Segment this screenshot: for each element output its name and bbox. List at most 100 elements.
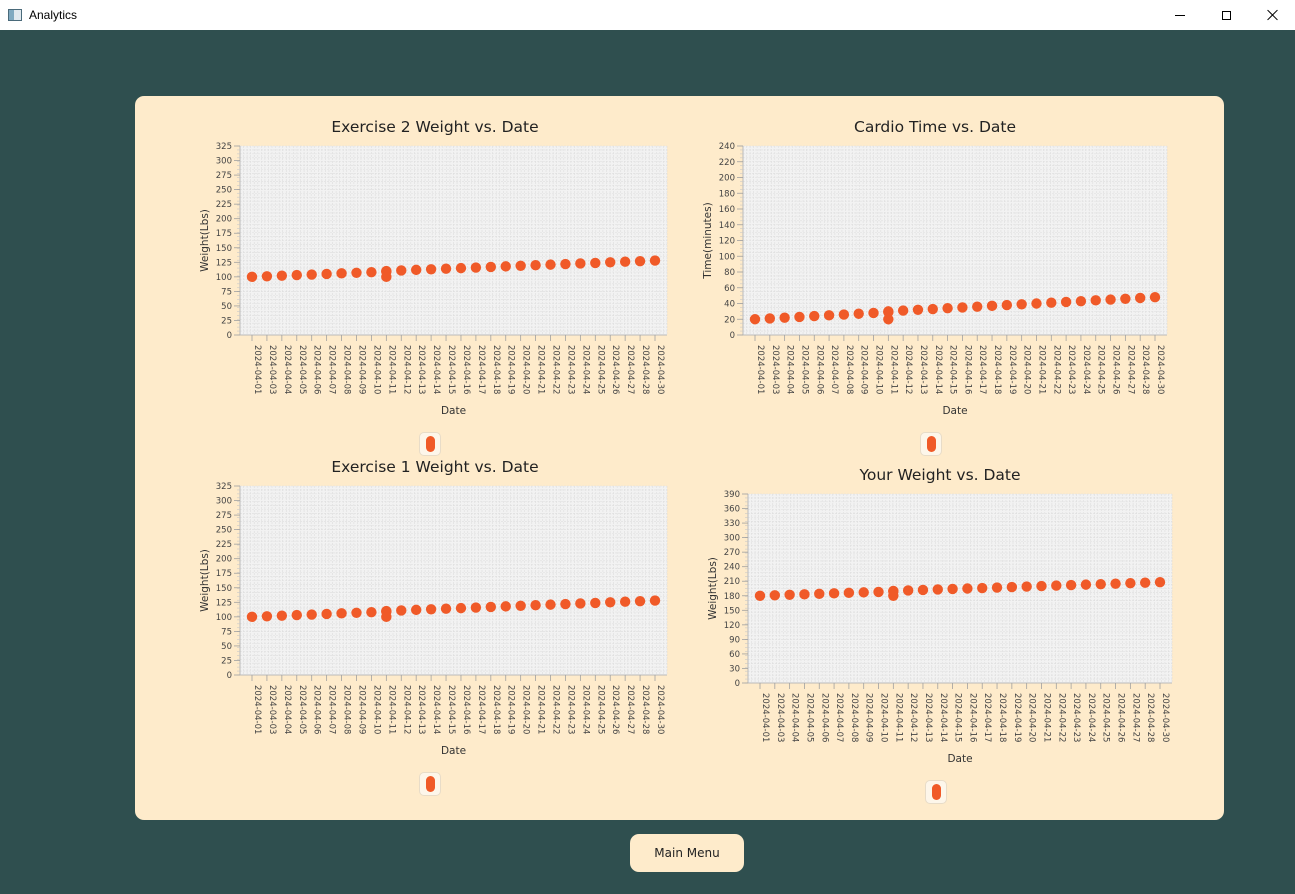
gridlines <box>747 493 1173 684</box>
data-point <box>515 260 526 271</box>
y-tick-label: 240 <box>724 563 740 573</box>
x-tick-label: 2024-04-16 <box>461 685 471 734</box>
x-tick-label: 2024-04-22 <box>551 685 561 734</box>
x-tick-label: 2024-04-25 <box>595 345 605 394</box>
x-tick-label: 2024-04-10 <box>879 693 889 742</box>
data-point <box>575 598 586 609</box>
data-point <box>1154 577 1166 588</box>
y-tick-label: 360 <box>724 505 740 515</box>
x-tick-label: 2024-04-04 <box>282 685 292 734</box>
y-tick-label: 300 <box>724 534 740 544</box>
x-tick-label: 2024-04-09 <box>859 345 869 394</box>
y-tick-label: 50 <box>221 642 232 652</box>
minimize-button[interactable] <box>1157 0 1203 30</box>
data-point <box>291 609 302 621</box>
data-point <box>1120 293 1131 304</box>
data-point <box>888 590 899 601</box>
data-point <box>977 582 988 594</box>
x-tick-label: 2024-04-06 <box>819 693 829 742</box>
x-tick-label: 2024-04-01 <box>252 685 262 734</box>
data-point <box>1095 578 1106 590</box>
x-tick-label: 2024-04-15 <box>948 345 958 394</box>
title-bar: Analytics <box>0 0 1295 30</box>
close-button[interactable] <box>1249 0 1295 30</box>
y-tick-label: 120 <box>724 621 740 631</box>
y-tick-label: 220 <box>719 158 735 168</box>
y-axis-label: Weight(Lbs) <box>199 549 211 612</box>
main-menu-button[interactable]: Main Menu <box>630 834 744 872</box>
data-point <box>605 597 616 608</box>
data-point <box>897 305 909 316</box>
gridlines <box>239 145 668 336</box>
x-tick-label: 2024-04-03 <box>267 345 277 394</box>
y-tick-label: 0 <box>730 331 735 341</box>
x-tick-label: 2024-04-15 <box>953 693 963 742</box>
x-tick-label: 2024-04-08 <box>342 685 352 734</box>
x-tick-label: 2024-04-11 <box>888 345 898 394</box>
x-tick-label: 2024-04-21 <box>536 345 546 394</box>
x-tick-label: 2024-04-05 <box>297 685 307 734</box>
data-point <box>912 304 924 315</box>
x-tick-label: 2024-04-15 <box>446 685 456 734</box>
x-tick-label: 2024-04-21 <box>1041 693 1051 742</box>
data-point <box>321 268 332 280</box>
data-point <box>545 259 556 270</box>
x-tick-label: 2024-04-22 <box>1051 345 1061 394</box>
legend-item[interactable] <box>419 432 441 456</box>
x-tick-label: 2024-04-20 <box>521 685 531 734</box>
data-point <box>545 599 556 610</box>
y-tick-label: 175 <box>216 569 232 579</box>
x-tick-label: 2024-04-25 <box>1101 693 1111 742</box>
x-tick-label: 2024-04-27 <box>625 345 635 394</box>
x-tick-label: 2024-04-08 <box>849 693 859 742</box>
y-tick-label: 150 <box>724 606 740 616</box>
data-point <box>883 314 894 325</box>
data-point <box>947 583 958 595</box>
x-tick-label: 2024-04-04 <box>282 345 292 394</box>
y-tick-label: 180 <box>719 189 735 199</box>
x-tick-label: 2024-04-30 <box>1155 345 1165 394</box>
close-icon <box>1266 9 1278 21</box>
x-tick-label: 2024-04-23 <box>1066 345 1076 394</box>
chart-title: Your Weight vs. Date <box>859 466 1021 484</box>
exercise-1-weight-chart: Exercise 1 Weight vs. Date 0 25 50 75 100 125… <box>195 454 675 804</box>
maximize-button[interactable] <box>1203 0 1249 30</box>
data-point <box>246 611 258 623</box>
x-axis-label: Date <box>441 745 466 757</box>
data-point <box>336 268 347 279</box>
x-tick-label: 2024-04-12 <box>401 685 411 734</box>
data-point <box>902 585 914 596</box>
maximize-icon <box>1221 10 1231 20</box>
y-tick-label: 180 <box>724 592 740 602</box>
data-point <box>883 306 894 317</box>
data-point <box>306 269 317 280</box>
legend-item[interactable] <box>925 780 947 804</box>
data-point <box>634 595 646 607</box>
y-tick-label: 60 <box>724 284 735 294</box>
data-point <box>784 589 795 600</box>
legend-item[interactable] <box>419 772 441 796</box>
chart-plot: 0 25 50 75 100 125 150 175 200 225 250 275 300 325 202… <box>199 482 668 757</box>
data-point <box>1075 295 1087 307</box>
y-tick-label: 275 <box>216 511 232 521</box>
data-point <box>1051 580 1062 591</box>
x-tick-label: 2024-04-18 <box>997 693 1007 742</box>
y-tick-label: 200 <box>216 555 232 565</box>
legend-item[interactable] <box>920 432 942 456</box>
data-point <box>336 608 347 619</box>
data-point <box>500 261 511 272</box>
cardio-time-chart: Cardio Time vs. Date 0 20 40 60 80 100 120 140 1… <box>695 114 1175 464</box>
data-point <box>1021 581 1032 592</box>
data-point <box>1006 581 1018 593</box>
x-tick-label: 2024-04-17 <box>982 693 992 742</box>
data-point <box>351 607 362 618</box>
x-tick-label: 2024-04-27 <box>1125 345 1135 394</box>
data-point <box>366 266 377 278</box>
x-tick-label: 2024-04-17 <box>977 345 987 394</box>
x-tick-label: 2024-04-26 <box>610 345 620 394</box>
y-tick-label: 25 <box>221 316 232 326</box>
x-tick-label: 2024-04-11 <box>893 693 903 742</box>
x-tick-label: 2024-04-16 <box>461 345 471 394</box>
data-point <box>794 311 805 323</box>
y-tick-label: 100 <box>216 273 232 283</box>
